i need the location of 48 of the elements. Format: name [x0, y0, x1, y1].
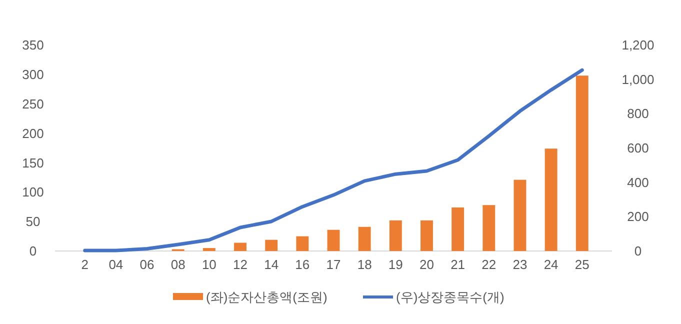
- y-tick-label: 250: [22, 96, 44, 112]
- bar: [420, 220, 433, 251]
- x-tick-label: 20: [420, 257, 434, 272]
- legend-label: (우)상장종목수(개): [396, 290, 504, 305]
- y-tick-label: 350: [22, 38, 44, 53]
- x-tick-label: 14: [264, 257, 279, 272]
- x-tick-label: 2: [81, 257, 88, 272]
- x-tick-label: 18: [357, 257, 372, 272]
- x-tick-label: 19: [388, 257, 403, 272]
- bar: [265, 240, 278, 251]
- bar: [296, 236, 309, 251]
- x-tick-label: 22: [482, 257, 496, 272]
- x-tick-label: 10: [202, 257, 216, 272]
- y-tick-label: 150: [22, 155, 44, 170]
- x-tick-label: 04: [108, 257, 124, 272]
- bar: [482, 205, 496, 251]
- y-tick-label: 200: [22, 126, 44, 141]
- y-tick-label: 0: [29, 244, 37, 259]
- y2-tick-label: 1,200: [622, 38, 654, 53]
- bar: [234, 242, 246, 251]
- x-tick-label: 23: [512, 257, 528, 272]
- y2-tick-label: 800: [627, 106, 649, 122]
- x-tick-label: 08: [170, 257, 186, 272]
- legend-label: (좌)순자산총액(조원): [206, 290, 328, 305]
- y2-tick-label: 400: [627, 174, 649, 190]
- bar: [514, 180, 526, 251]
- bar: [358, 226, 371, 251]
- bar: [544, 148, 558, 251]
- x-tick-label: 24: [544, 257, 558, 272]
- bar: [576, 76, 588, 251]
- x-tick-label: 06: [140, 257, 154, 272]
- y2-tick-label: 600: [627, 140, 649, 156]
- bar: [452, 207, 464, 251]
- bar: [327, 230, 340, 251]
- x-tick-label: 17: [326, 257, 341, 272]
- line-series: [83, 68, 584, 252]
- x-tick-label: 21: [450, 257, 466, 272]
- x-tick-label: 12: [233, 257, 248, 272]
- bar: [389, 220, 402, 251]
- y-tick-label: 300: [22, 66, 44, 82]
- x-tick-label: 16: [295, 257, 310, 272]
- bar: [202, 248, 216, 251]
- y2-tick-label: 1,000: [622, 72, 654, 87]
- y2-tick-label: 0: [634, 244, 642, 259]
- y-tick-label: 50: [26, 214, 40, 230]
- y-tick-label: 100: [22, 184, 44, 200]
- x-tick-label: 25: [574, 257, 590, 272]
- y2-tick-label: 200: [627, 209, 649, 224]
